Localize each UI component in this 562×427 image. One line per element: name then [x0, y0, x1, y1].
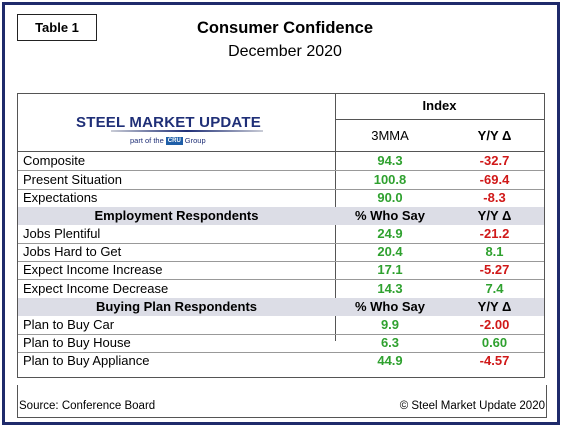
- header-index: Index: [422, 98, 457, 113]
- row-value: 94.3: [377, 153, 403, 168]
- row-value: 90.0: [377, 190, 403, 205]
- row-label: Expect Income Decrease: [23, 281, 169, 296]
- row-divider: [18, 189, 544, 190]
- row-change: 8.1: [485, 244, 504, 259]
- section-col1: % Who Say: [354, 208, 426, 223]
- row-label: Plan to Buy Appliance: [23, 353, 150, 368]
- row-divider: [18, 334, 544, 335]
- section-col2: Y/Y Δ: [477, 299, 512, 314]
- row-value: 6.3: [380, 335, 400, 350]
- section-buying: Buying Plan Respondents % Who Say Y/Y Δ: [18, 298, 544, 316]
- section-col2: Y/Y Δ: [477, 208, 512, 223]
- row-value: 17.1: [377, 262, 403, 277]
- page-title: Consumer Confidence: [196, 19, 374, 37]
- header-3mma: 3MMA: [371, 128, 409, 143]
- row-label: Plan to Buy House: [23, 335, 131, 350]
- table-tag: Table 1: [17, 14, 97, 41]
- row-change: -2.00: [479, 317, 510, 332]
- row-change: -32.7: [479, 153, 510, 168]
- header-bottom-line: [18, 151, 544, 152]
- logo-tagline-prefix: part of the: [130, 136, 164, 145]
- section-employment: Employment Respondents % Who Say Y/Y Δ: [18, 207, 544, 225]
- logo-tagline-suffix: Group: [184, 136, 206, 145]
- table-row: Jobs Plentiful 24.9 -21.2: [18, 225, 544, 243]
- header-yoy: Y/Y Δ: [477, 128, 512, 143]
- row-value: 100.8: [373, 172, 407, 187]
- steel-market-update-logo: STEEL MARKET UPDATE part of the CRU Grou…: [76, 114, 263, 150]
- table-row: Expectations 90.0 -8.3: [18, 189, 544, 207]
- row-change: -4.57: [479, 353, 510, 368]
- page-subtitle: December 2020: [228, 43, 342, 60]
- table-row: Present Situation 100.8 -69.4: [18, 171, 544, 189]
- table-row: Jobs Hard to Get 20.4 8.1: [18, 243, 544, 261]
- row-value: 14.3: [377, 281, 403, 296]
- row-label: Jobs Hard to Get: [23, 244, 122, 259]
- row-label: Expectations: [23, 190, 98, 205]
- row-divider: [18, 243, 544, 244]
- data-table: STEEL MARKET UPDATE part of the CRU Grou…: [17, 93, 545, 378]
- row-divider: [18, 261, 544, 262]
- table-row: Plan to Buy House 6.3 0.60: [18, 334, 544, 352]
- row-change: 7.4: [485, 281, 504, 296]
- row-change: -8.3: [483, 190, 506, 205]
- table-row: Plan to Buy Appliance 44.9 -4.57: [18, 352, 544, 370]
- logo-underline: [111, 130, 263, 132]
- logo-tagline: part of the CRU Group: [130, 136, 206, 145]
- section-label: Buying Plan Respondents: [95, 299, 258, 314]
- row-value: 20.4: [377, 244, 403, 259]
- row-change: 0.60: [481, 335, 508, 350]
- logo-wordmark: STEEL MARKET UPDATE: [76, 114, 261, 131]
- footer-box: [17, 385, 547, 418]
- row-value: 9.9: [380, 317, 400, 332]
- table-row: Composite 94.3 -32.7: [18, 152, 544, 170]
- row-divider: [18, 279, 544, 280]
- row-divider: [18, 352, 544, 353]
- row-label: Composite: [23, 153, 86, 168]
- section-col1: % Who Say: [354, 299, 426, 314]
- section-label: Employment Respondents: [94, 208, 259, 223]
- row-change: -5.27: [479, 262, 510, 277]
- row-change: -21.2: [479, 226, 510, 241]
- cru-badge: CRU: [165, 136, 183, 145]
- source-note: Source: Conference Board: [19, 400, 156, 412]
- table-row: Expect Income Increase 17.1 -5.27: [18, 261, 544, 279]
- row-label: Plan to Buy Car: [23, 317, 115, 332]
- header-divider: [335, 119, 544, 120]
- copyright-note: © Steel Market Update 2020: [399, 400, 545, 412]
- row-label: Expect Income Increase: [23, 262, 163, 277]
- table-row: Expect Income Decrease 14.3 7.4: [18, 280, 544, 298]
- row-value: 24.9: [377, 226, 403, 241]
- table-row: Plan to Buy Car 9.9 -2.00: [18, 316, 544, 334]
- row-label: Present Situation: [23, 172, 123, 187]
- row-label: Jobs Plentiful: [23, 226, 101, 241]
- row-change: -69.4: [479, 172, 510, 187]
- row-divider: [18, 170, 544, 171]
- row-value: 44.9: [377, 353, 403, 368]
